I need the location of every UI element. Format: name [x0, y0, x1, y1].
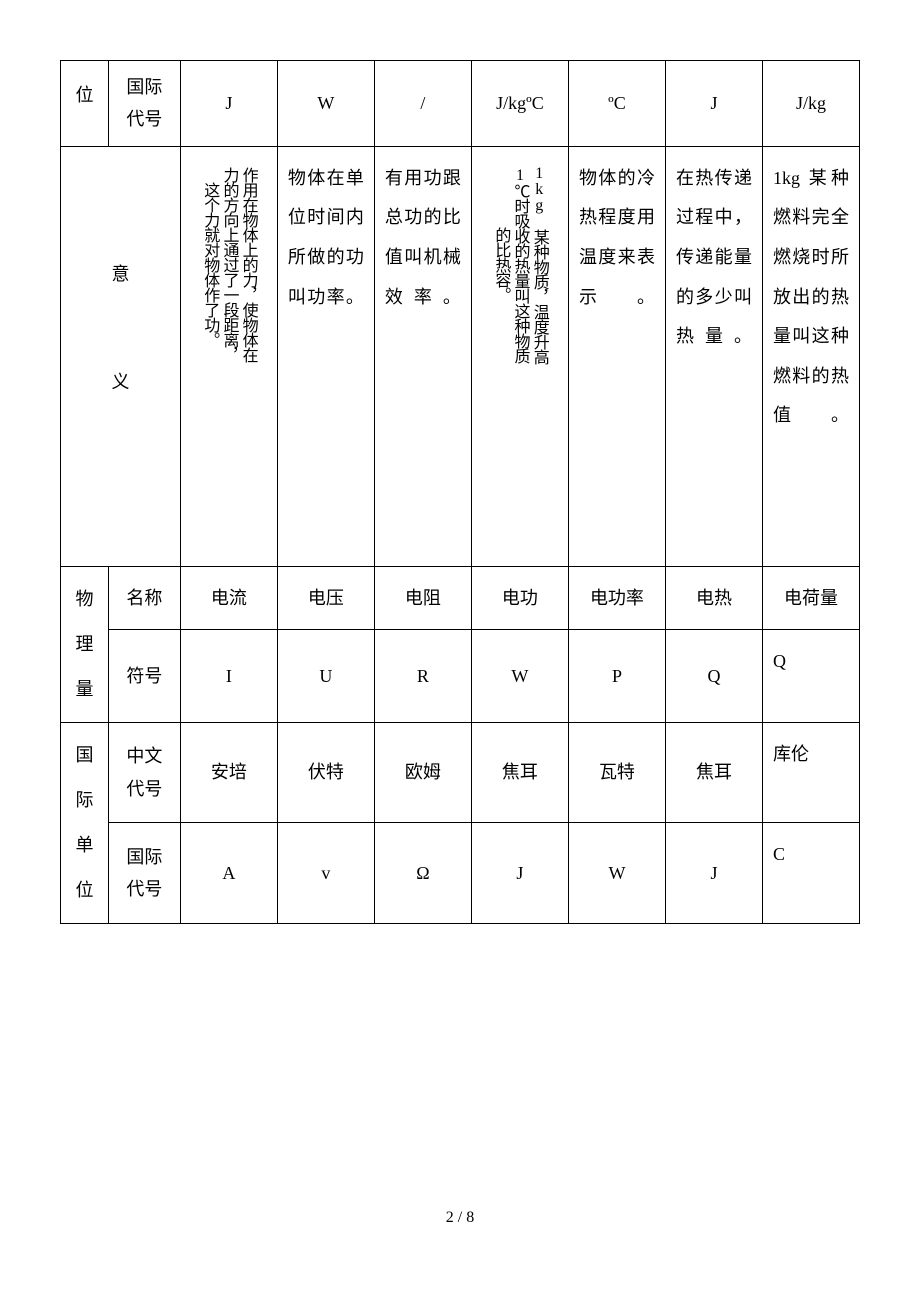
cell-intl-code-label: 国际 代号: [108, 61, 180, 147]
cell-data: 电流: [180, 566, 277, 630]
cell-data: J: [471, 823, 568, 924]
cell-data: A: [180, 823, 277, 924]
cell-meaning: 在热传递过程中，传递能量的多少叫热量。: [665, 146, 762, 566]
cell-meaning: 物体在单位时间内所做的功叫功率。: [277, 146, 374, 566]
cell-data: U: [277, 630, 374, 722]
cell-intlunit-label: 国 际 单 位: [61, 722, 109, 923]
cell-data: Ω: [374, 823, 471, 924]
cell-data: W: [471, 630, 568, 722]
cell-data: Q: [762, 630, 859, 722]
cell-data: P: [568, 630, 665, 722]
cell-name-label: 名称: [108, 566, 180, 630]
cell-meaning: 作用在物体上的力，使物体在力的方向上通过了一段距离，这个力就对物体作了功。: [180, 146, 277, 566]
cell-data: J: [665, 61, 762, 147]
cell-data: C: [762, 823, 859, 924]
physics-reference-table: 位 国际 代号 J W / J/kgºC ºC J J/kg 意 义 作用在物体…: [60, 60, 860, 924]
table-row: 位 国际 代号 J W / J/kgºC ºC J J/kg: [61, 61, 860, 147]
cell-data: 伏特: [277, 722, 374, 823]
cell-data: ºC: [568, 61, 665, 147]
cell-data: J: [180, 61, 277, 147]
cell-data: 电功率: [568, 566, 665, 630]
table-row: 国 际 单 位 中文 代号 安培 伏特 欧姆 焦耳 瓦特 焦耳 库伦: [61, 722, 860, 823]
cell-data: v: [277, 823, 374, 924]
cell-meaning: 1kg 某种燃料完全燃烧时所放出的热量叫这种燃料的热值。: [762, 146, 859, 566]
cell-data: I: [180, 630, 277, 722]
cell-data: J/kgºC: [471, 61, 568, 147]
cell-data: 焦耳: [665, 722, 762, 823]
cell-data: 电荷量: [762, 566, 859, 630]
cell-data: 电功: [471, 566, 568, 630]
cell-physqty-label: 物 理 量: [61, 566, 109, 722]
cell-data: /: [374, 61, 471, 147]
cell-intl-code-label: 国际 代号: [108, 823, 180, 924]
cell-chinese-code-label: 中文 代号: [108, 722, 180, 823]
cell-data: 电压: [277, 566, 374, 630]
cell-data: 电热: [665, 566, 762, 630]
page-number: 2 / 8: [60, 1204, 860, 1233]
table-row: 物 理 量 名称 电流 电压 电阻 电功 电功率 电热 电荷量: [61, 566, 860, 630]
cell-unit-label: 位: [61, 61, 109, 147]
cell-meaning: 物体的冷热程度用温度来表示。: [568, 146, 665, 566]
cell-data: J: [665, 823, 762, 924]
cell-symbol-label: 符号: [108, 630, 180, 722]
cell-data: 焦耳: [471, 722, 568, 823]
cell-data: 瓦特: [568, 722, 665, 823]
cell-data: R: [374, 630, 471, 722]
cell-data: Q: [665, 630, 762, 722]
cell-data: W: [568, 823, 665, 924]
table-row: 国际 代号 A v Ω J W J C: [61, 823, 860, 924]
table-row: 符号 I U R W P Q Q: [61, 630, 860, 722]
cell-meaning: 有用功跟总功的比值叫机械效率。: [374, 146, 471, 566]
cell-data: J/kg: [762, 61, 859, 147]
cell-data: 安培: [180, 722, 277, 823]
cell-meaning: 1kg 某种物质，温度升高 1℃时吸收的热量叫这种物质的比热容。: [471, 146, 568, 566]
cell-meaning-label: 意 义: [61, 146, 181, 566]
cell-data: 库伦: [762, 722, 859, 823]
cell-data: 电阻: [374, 566, 471, 630]
cell-data: 欧姆: [374, 722, 471, 823]
cell-data: W: [277, 61, 374, 147]
table-row-meaning: 意 义 作用在物体上的力，使物体在力的方向上通过了一段距离，这个力就对物体作了功…: [61, 146, 860, 566]
